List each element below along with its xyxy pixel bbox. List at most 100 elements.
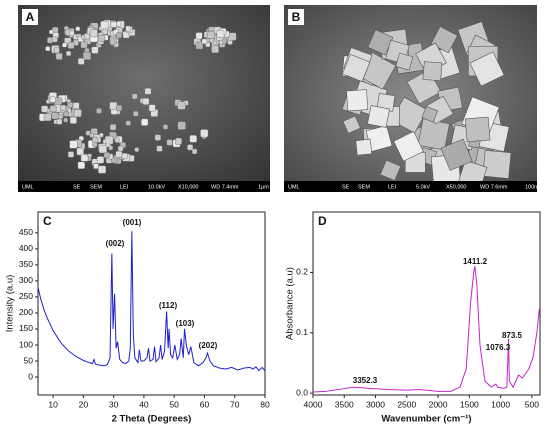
particle bbox=[109, 36, 118, 45]
particle bbox=[96, 156, 105, 164]
x-tick-label: 50 bbox=[169, 399, 179, 409]
particle bbox=[63, 117, 69, 123]
x-tick-label: 80 bbox=[260, 399, 270, 409]
panel-label: B bbox=[292, 10, 301, 24]
x-tick-label: 4000 bbox=[304, 399, 323, 409]
particle bbox=[49, 105, 57, 113]
particle bbox=[84, 33, 90, 40]
x-tick-label: 40 bbox=[139, 399, 149, 409]
particle bbox=[51, 36, 58, 43]
x-tick-label: 3500 bbox=[335, 399, 354, 409]
particle bbox=[144, 87, 152, 95]
info-text: LEI bbox=[388, 184, 397, 190]
particle bbox=[142, 98, 150, 105]
particle bbox=[125, 25, 132, 32]
particle bbox=[103, 152, 110, 159]
particle bbox=[48, 29, 54, 35]
info-text: WD 7.4mm bbox=[211, 184, 239, 190]
info-text: SE bbox=[73, 184, 81, 190]
particle bbox=[154, 134, 161, 141]
x-tick-label: 2000 bbox=[429, 399, 448, 409]
y-tick-label: 0.2 bbox=[296, 267, 308, 277]
x-tick-label: 20 bbox=[79, 399, 89, 409]
info-text: UML bbox=[288, 184, 300, 190]
y-tick-label: 0.1 bbox=[296, 327, 308, 337]
cube bbox=[395, 52, 414, 71]
particle bbox=[189, 135, 197, 143]
particle bbox=[116, 32, 123, 39]
x-tick-label: 1500 bbox=[460, 399, 479, 409]
particle bbox=[69, 116, 77, 124]
particle bbox=[133, 110, 139, 117]
info-text: 1μm bbox=[258, 184, 269, 190]
x-tick-label: 2500 bbox=[397, 399, 416, 409]
data-line bbox=[37, 231, 266, 372]
particle bbox=[73, 109, 82, 118]
particle bbox=[98, 34, 105, 42]
particle bbox=[221, 38, 227, 44]
particle bbox=[60, 104, 66, 111]
particle bbox=[77, 58, 85, 65]
peak-label: 873.5 bbox=[502, 331, 523, 340]
particle bbox=[156, 145, 163, 152]
particle bbox=[56, 118, 63, 125]
particle bbox=[66, 108, 72, 113]
particle bbox=[72, 102, 80, 109]
cube bbox=[469, 51, 505, 87]
y-tick-label: 350 bbox=[19, 259, 33, 269]
peak-label: (103) bbox=[176, 319, 195, 328]
y-tick-label: 300 bbox=[19, 275, 33, 285]
particle bbox=[93, 163, 99, 169]
y-tick-label: 400 bbox=[19, 243, 33, 253]
peak-label: 1411.2 bbox=[463, 257, 488, 266]
info-bar bbox=[18, 181, 270, 192]
particle bbox=[67, 41, 75, 49]
data-line bbox=[312, 266, 540, 393]
particle bbox=[211, 45, 219, 54]
peak-label: 1076.3 bbox=[486, 343, 511, 352]
particle bbox=[92, 142, 98, 148]
particle bbox=[201, 38, 208, 45]
particle bbox=[45, 46, 51, 52]
particle bbox=[67, 101, 74, 108]
particle bbox=[177, 101, 186, 110]
particle bbox=[80, 153, 89, 162]
particle bbox=[141, 118, 149, 126]
particle bbox=[85, 130, 91, 136]
cube bbox=[342, 53, 371, 83]
cube bbox=[346, 89, 369, 112]
y-tick-label: 50 bbox=[24, 355, 34, 365]
particle bbox=[69, 140, 78, 149]
peak-label: (002) bbox=[106, 239, 125, 248]
particle bbox=[100, 20, 109, 30]
particle bbox=[49, 96, 56, 103]
particle bbox=[89, 29, 98, 38]
particle bbox=[115, 150, 123, 158]
y-tick-label: 250 bbox=[19, 291, 33, 301]
particle bbox=[117, 145, 124, 152]
cube bbox=[482, 149, 512, 179]
particle bbox=[63, 111, 69, 117]
particle bbox=[108, 145, 114, 151]
particle bbox=[87, 153, 92, 158]
particle bbox=[41, 105, 49, 113]
particle bbox=[91, 46, 99, 54]
x-tick-label: 10 bbox=[48, 399, 58, 409]
peak-label: (202) bbox=[199, 341, 218, 350]
x-tick-label: 70 bbox=[230, 399, 240, 409]
particle bbox=[114, 137, 120, 143]
particle bbox=[134, 147, 140, 152]
y-axis-label: Intensity (a.u) bbox=[5, 275, 16, 333]
particle bbox=[195, 41, 204, 50]
sem-particles bbox=[39, 19, 512, 190]
particle bbox=[75, 26, 81, 32]
info-text: 5.0kV bbox=[416, 184, 430, 190]
y-tick-label: 200 bbox=[19, 307, 33, 317]
particle bbox=[43, 113, 52, 122]
x-tick-label: 30 bbox=[109, 399, 119, 409]
panel-label: A bbox=[26, 10, 35, 24]
info-text: LEI bbox=[120, 184, 129, 190]
y-tick-label: 150 bbox=[19, 323, 33, 333]
cube bbox=[393, 131, 424, 162]
